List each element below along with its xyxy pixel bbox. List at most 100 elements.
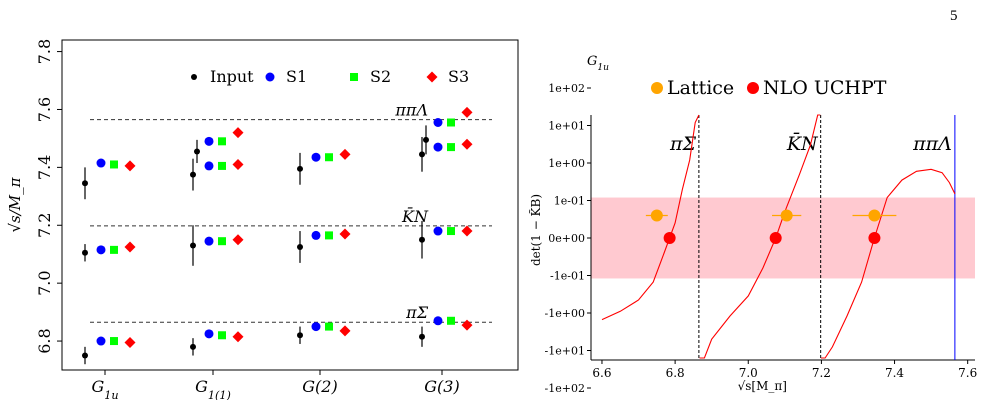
legend-label: S2 [370,67,391,86]
s2-point [325,153,333,162]
input-point [419,333,425,340]
s2-point [110,160,118,169]
x-tick-label: G(2) [302,377,337,396]
uchpt-point [769,232,782,244]
threshold-label: ππΛ [912,133,952,155]
s1-point [433,316,443,326]
y-tick-label: -1e+01 [545,345,585,358]
s3-point [124,241,136,253]
input-point [190,242,196,249]
input-point [297,332,303,339]
legend-label-lattice: Lattice [667,77,734,99]
right-chart: 1e+02 1e+01 1e+00 1e-01 0e+00 -1e-01 -1e+00 -1e… [528,54,977,395]
s1-point [433,118,443,127]
page-number: 5 [950,8,958,24]
input-point [194,148,200,155]
legend-marker-s2 [350,73,358,81]
s1-point [204,236,214,246]
input-point [423,136,429,143]
s1-point [96,336,106,346]
s2-point [218,161,226,170]
s3-point [232,331,244,343]
y-tick-label: 7.0 [35,270,54,295]
y-axis-label: √s/M_π [6,176,24,232]
s2-point [218,137,226,146]
s2-point [447,227,455,236]
y-tick-label: 7.2 [35,213,54,238]
uchpt-curve [699,114,821,359]
threshold-label: K̄N [786,132,819,155]
legend: Input S1 S2 S3 [191,67,469,86]
y-tick-label: 7.4 [35,155,54,180]
uchpt-curve [821,168,956,359]
y-tick-label: -1e+02 [545,382,585,395]
legend-marker-uchpt [747,82,759,94]
input-point [82,352,88,359]
x-tick-label: 7.0 [739,366,758,380]
threshold-label: K̄N [401,205,429,226]
s1-point [311,322,321,332]
s2-point [447,143,455,152]
x-tick-label: 6.6 [592,366,611,380]
legend-marker-lattice [651,82,663,94]
y-tick-label: 1e-01 [554,195,585,208]
input-point [82,249,88,256]
s1-point [311,152,321,162]
s1-point [311,230,321,240]
x-tick-label: G(3) [424,377,459,396]
s2-point [447,316,455,325]
uchpt-point [663,232,676,244]
plot-frame [61,39,519,371]
s2-point [218,331,226,340]
s2-point [218,237,226,246]
s3-point [461,319,473,331]
s1-point [204,136,214,146]
y-tick-label: 7.6 [35,97,54,122]
y-tick-label: 1e+02 [548,82,585,95]
s1-point [433,226,443,236]
s3-point [232,234,244,246]
lattice-point [780,209,793,222]
legend-label: Input [210,67,254,86]
x-tick-label: 7.6 [958,366,977,380]
x-tick-label: 7.2 [812,366,831,380]
s1-point [204,329,214,339]
y-axis-label: det(1 − K̃B) [528,194,543,266]
input-point [419,236,425,243]
input-point [297,165,303,172]
legend-marker-s1 [265,72,275,82]
threshold-label: ππΛ [394,101,428,120]
legend-label-uchpt: NLO UCHPT [763,77,887,99]
y-tick-label: 1e+01 [548,120,585,133]
s1-point [204,161,214,171]
y-tick-label: -1e-01 [550,270,585,283]
s2-point [325,322,333,331]
s2-point [325,231,333,240]
s1-point [96,245,106,255]
left-chart: 6.8 7.0 7.2 7.4 7.6 7.8 G1u G1(1) G(2) G(3) √s/M_π… [6,39,519,400]
s3-point [232,127,244,139]
y-tick-label: 1e+00 [548,157,585,170]
s2-point [110,337,118,346]
legend-label: S3 [448,67,469,86]
s3-point [124,337,136,348]
s3-point [124,160,136,172]
y-tick-label: -1e+00 [545,307,585,320]
lattice-point [650,209,663,222]
input-point [82,180,88,187]
s3-point [461,225,473,237]
s2-point [447,118,455,127]
s3-point [339,148,351,160]
x-tick-label: G1(1) [195,377,231,400]
panel-title: G1u [587,54,609,73]
s1-point [96,158,106,168]
x-tick-label: 7.4 [885,366,904,380]
uncertainty-band [591,197,975,279]
y-tick-label: 7.8 [35,39,54,64]
s3-point [232,158,244,170]
s3-point [339,325,351,337]
x-tick-label: G1u [91,377,118,400]
lattice-point [868,209,881,222]
uchpt-point [868,232,881,244]
